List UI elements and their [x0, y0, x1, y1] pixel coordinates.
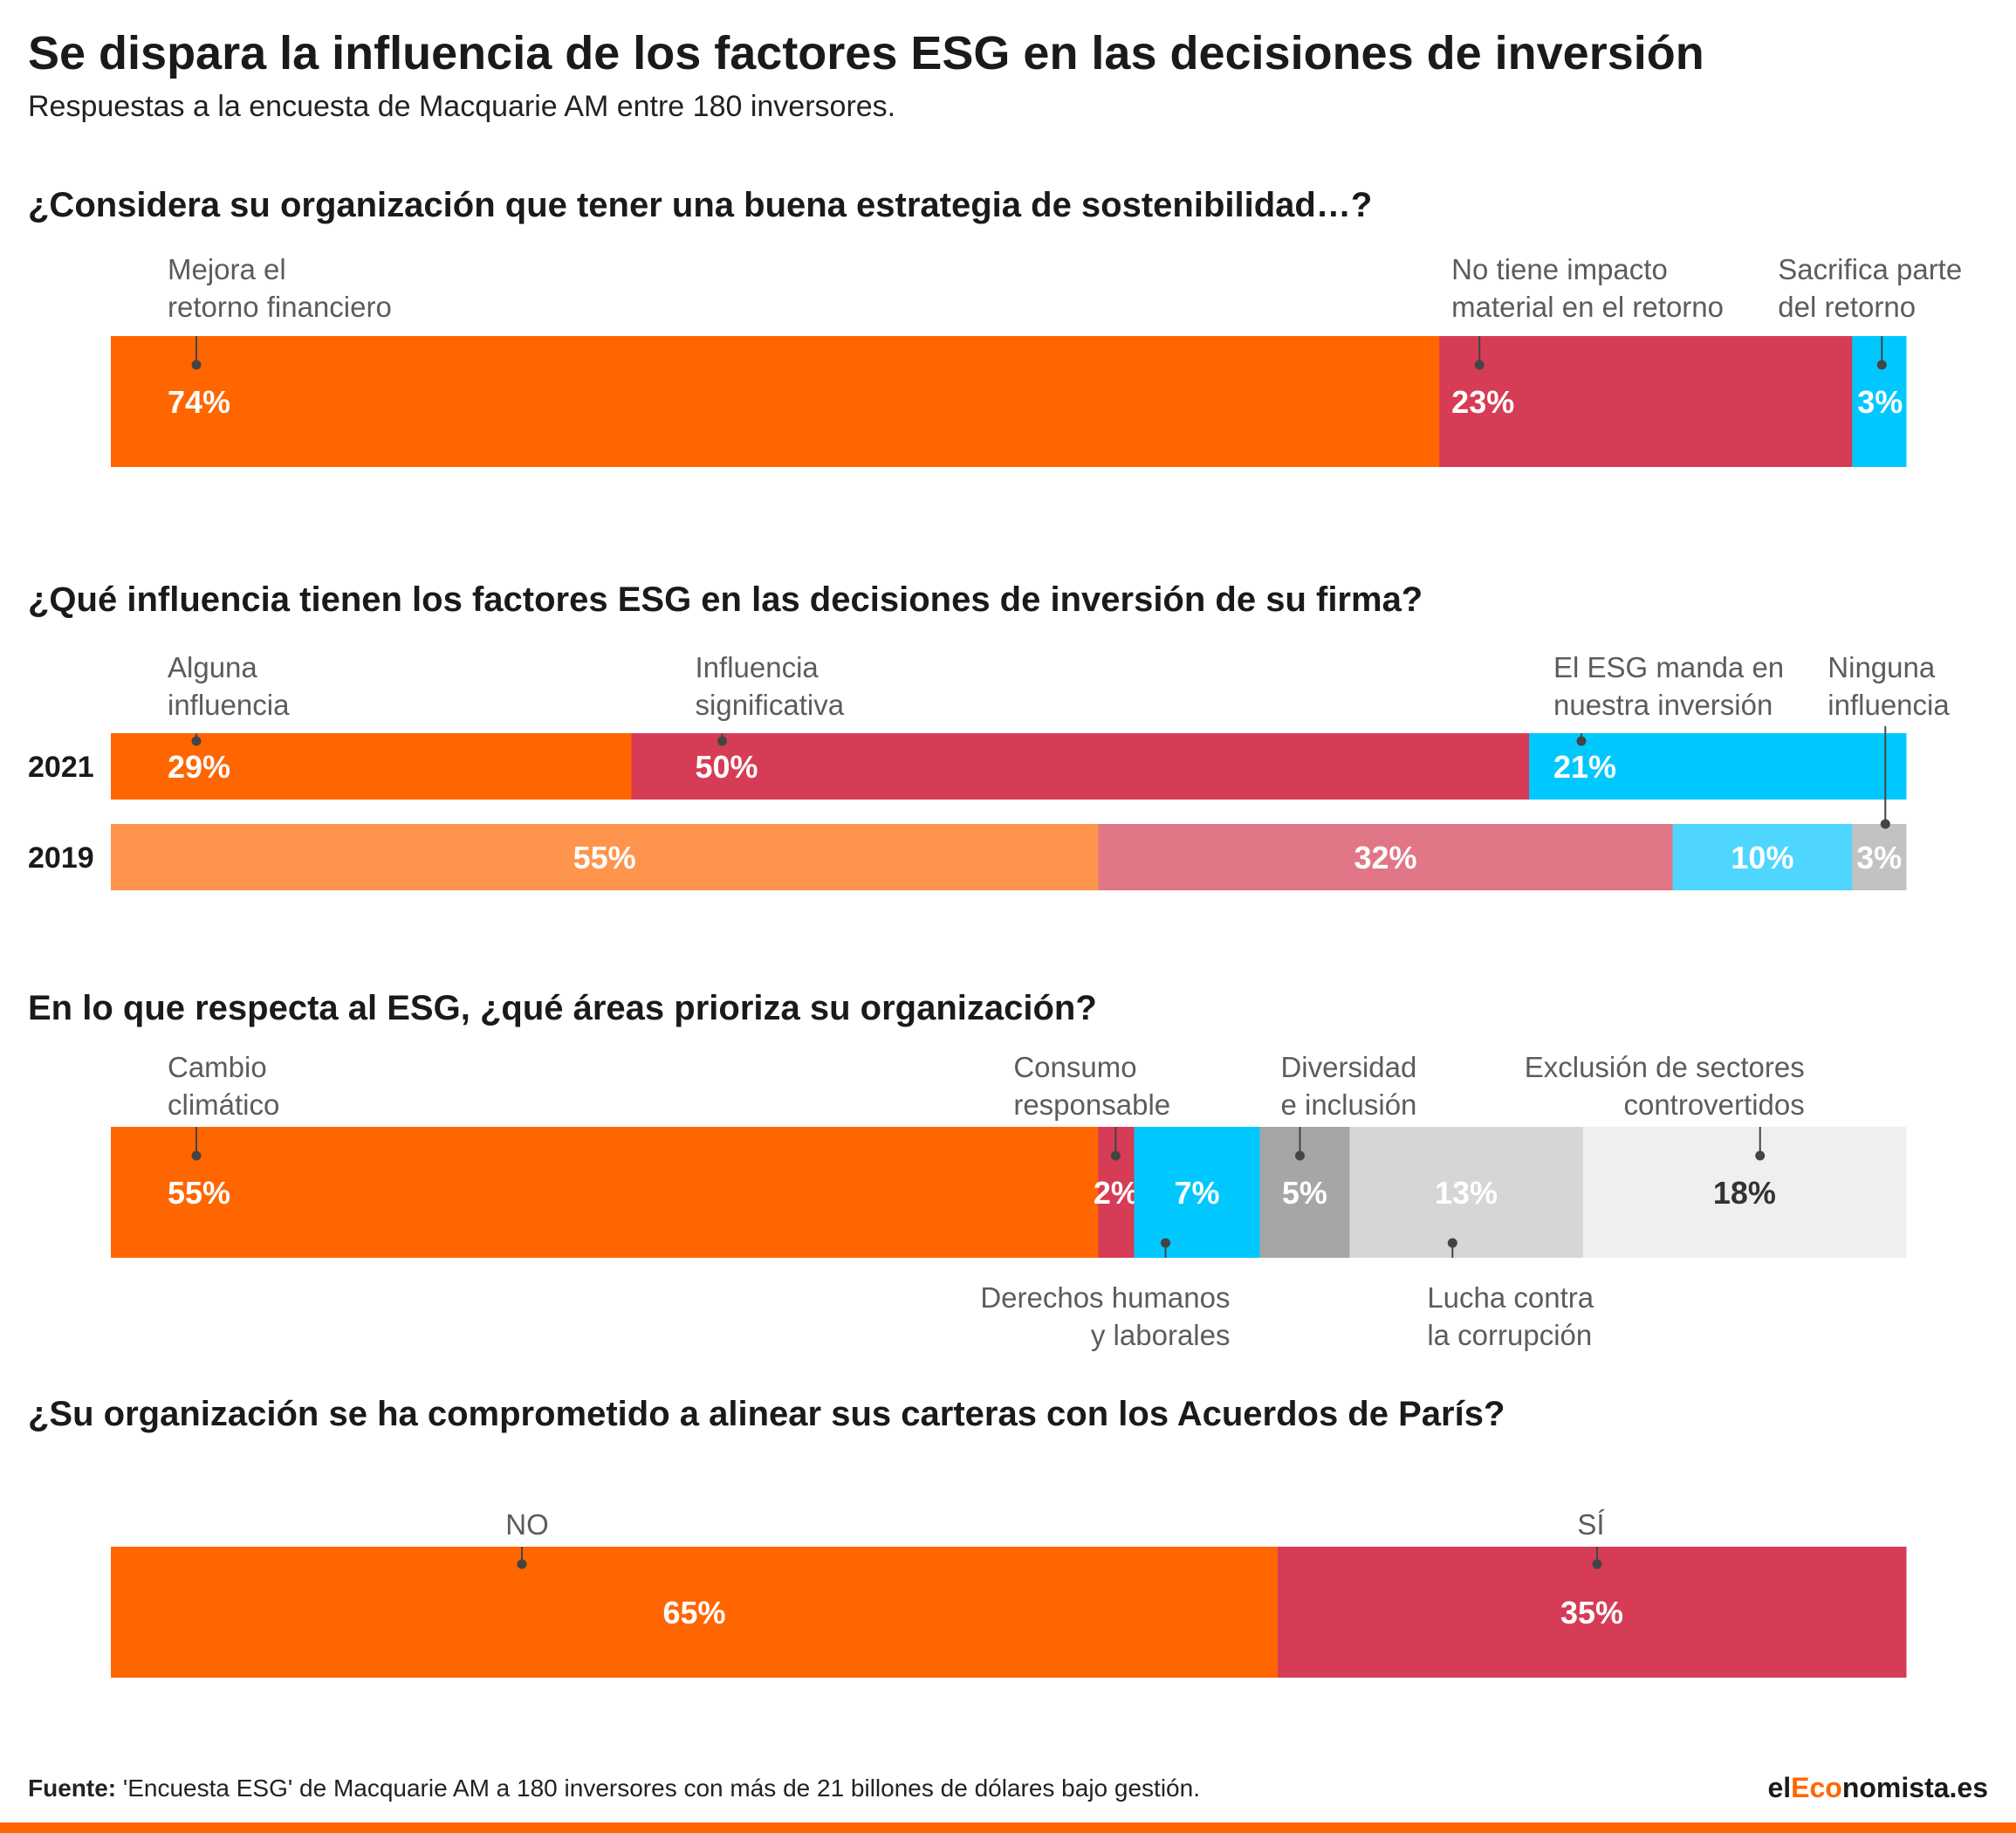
- annotation-14-line-1: NO: [505, 1508, 549, 1541]
- annotation-10-line-1: Derechos humanos: [980, 1281, 1230, 1314]
- annotation-4-line-2: influencia: [168, 689, 290, 721]
- bar-segment-c2-r1-s2: [631, 733, 1530, 800]
- bar-segment-c1-r1-s3: [1852, 336, 1907, 467]
- bar-segment-c3-r1-s3: [1134, 1127, 1260, 1258]
- bar-segment-c4-r1-s1: [111, 1547, 1279, 1678]
- annotation-12-line-2: la corrupción: [1427, 1319, 1592, 1351]
- annotation-2-line-2: material en el retorno: [1451, 291, 1724, 323]
- annotation-15-line-1: SÍ: [1577, 1508, 1605, 1541]
- annotation-2-line-1: No tiene impacto: [1451, 253, 1668, 285]
- question-2-title: ¿Qué influencia tienen los factores ESG …: [28, 580, 1423, 619]
- annotation-3-line-2: del retorno: [1778, 291, 1916, 323]
- annotation-13-line-2: controvertidos: [1623, 1088, 1804, 1121]
- data-label-c2-r2-s1: 55%: [573, 840, 636, 875]
- bar-segment-c1-r1-s1: [111, 336, 1440, 467]
- annotation-1-line-1: Mejora el: [168, 253, 286, 285]
- bar-segment-c3-r1-s5: [1349, 1127, 1584, 1258]
- bar-segment-c4-r1-s2: [1278, 1547, 1907, 1678]
- source-note: Fuente: 'Encuesta ESG' de Macquarie AM a…: [28, 1775, 1200, 1802]
- question-1-title: ¿Considera su organización que tener una…: [28, 186, 1373, 224]
- brand-suffix: nomista.es: [1841, 1772, 1988, 1803]
- annotation-12-line-1: Lucha contra: [1427, 1281, 1594, 1314]
- data-label-c4-r1-s2: 35%: [1560, 1595, 1623, 1630]
- data-label-c2-r2-s2: 32%: [1354, 840, 1416, 875]
- annotation-dot-2: [1474, 360, 1485, 370]
- data-label-c1-r1-s3: 3%: [1857, 384, 1903, 420]
- data-label-c4-r1-s1: 65%: [662, 1595, 725, 1630]
- annotation-5-line-1: Influencia: [696, 651, 819, 683]
- annotation-10-line-2: y laborales: [1091, 1319, 1231, 1351]
- annotation-7-line-2: influencia: [1827, 689, 1950, 721]
- data-label-c2-r2-s4: 3%: [1856, 840, 1902, 875]
- annotation-dot-12: [1447, 1238, 1457, 1248]
- annotation-9-line-1: Consumo: [1013, 1051, 1136, 1083]
- data-label-c1-r1-s1: 74%: [168, 384, 230, 420]
- annotation-11-line-1: Diversidad: [1280, 1051, 1416, 1083]
- source-label: Fuente:: [28, 1775, 117, 1802]
- annotation-dot-13: [1755, 1150, 1766, 1161]
- annotation-dot-11: [1294, 1150, 1305, 1161]
- data-label-c3-r1-s6: 18%: [1713, 1175, 1776, 1211]
- annotation-7-line-1: Ninguna: [1827, 651, 1936, 683]
- annotation-13-line-1: Exclusión de sectores: [1525, 1051, 1805, 1083]
- annotation-9-line-2: responsable: [1013, 1088, 1170, 1121]
- annotation-dot-1: [191, 360, 202, 370]
- annotation-6-line-2: nuestra inversión: [1553, 689, 1773, 721]
- annotation-3-line-1: Sacrifica parte: [1778, 253, 1962, 285]
- annotation-5-line-2: significativa: [696, 689, 845, 721]
- brand-prefix: el: [1767, 1772, 1792, 1803]
- page-title: Se dispara la influencia de los factores…: [28, 27, 1704, 79]
- data-label-c2-r2-s3: 10%: [1731, 840, 1793, 875]
- data-label-c3-r1-s4: 5%: [1282, 1175, 1327, 1211]
- annotation-dot-3: [1876, 360, 1887, 370]
- data-label-c3-r1-s5: 13%: [1435, 1175, 1498, 1211]
- annotation-8-line-2: climático: [168, 1088, 279, 1121]
- annotation-dot-7: [1880, 819, 1890, 829]
- data-label-c3-r1-s3: 7%: [1174, 1175, 1219, 1211]
- brand-accent: Eco: [1791, 1772, 1842, 1803]
- bar-segment-c3-r1-s4: [1259, 1127, 1350, 1258]
- annotation-dot-10: [1160, 1238, 1170, 1248]
- bar-segment-c2-r1-s3: [1529, 733, 1907, 800]
- data-label-c3-r1-s2: 2%: [1094, 1175, 1139, 1211]
- bottom-accent-bar: [0, 1823, 2016, 1833]
- annotation-dot-9: [1110, 1150, 1121, 1161]
- bar-segment-c3-r1-s6: [1582, 1127, 1907, 1258]
- data-label-c3-r1-s1: 55%: [168, 1175, 230, 1211]
- page-subtitle: Respuestas a la encuesta de Macquarie AM…: [28, 90, 896, 123]
- brand-logo: elEconomista.es: [1767, 1772, 1988, 1804]
- annotation-11-line-2: e inclusión: [1280, 1088, 1416, 1121]
- data-label-c2-r1-s3: 21%: [1553, 749, 1616, 785]
- annotation-1-line-2: retorno financiero: [168, 291, 392, 323]
- question-3-title: En lo que respecta al ESG, ¿qué áreas pr…: [28, 989, 1097, 1027]
- data-label-c1-r1-s2: 23%: [1451, 384, 1514, 420]
- data-label-c2-r1-s1: 29%: [168, 749, 230, 785]
- bar-segment-c2-r2-s4: [1852, 824, 1907, 890]
- annotation-dot-4: [191, 736, 202, 746]
- annotation-dot-5: [717, 736, 728, 746]
- annotation-6-line-1: El ESG manda en: [1553, 651, 1784, 683]
- bar-segment-c1-r1-s2: [1439, 336, 1853, 467]
- annotation-8-line-1: Cambio: [168, 1051, 267, 1083]
- bar-segment-c2-r2-s3: [1672, 824, 1853, 890]
- bar-segment-c2-r2-s2: [1098, 824, 1674, 890]
- data-label-c2-r1-s2: 50%: [696, 749, 758, 785]
- bar-segment-c3-r1-s1: [111, 1127, 1099, 1258]
- annotation-4-line-1: Alguna: [168, 651, 257, 683]
- annotation-dot-8: [191, 1150, 202, 1161]
- row-label-2021: 2021: [28, 751, 94, 784]
- annotation-dot-6: [1576, 736, 1587, 746]
- annotation-dot-14: [517, 1559, 527, 1569]
- source-text: 'Encuesta ESG' de Macquarie AM a 180 inv…: [116, 1775, 1200, 1802]
- row-label-2019: 2019: [28, 841, 94, 875]
- annotation-dot-15: [1592, 1559, 1602, 1569]
- bar-segment-c2-r2-s1: [111, 824, 1099, 890]
- question-4-title: ¿Su organización se ha comprometido a al…: [28, 1395, 1505, 1433]
